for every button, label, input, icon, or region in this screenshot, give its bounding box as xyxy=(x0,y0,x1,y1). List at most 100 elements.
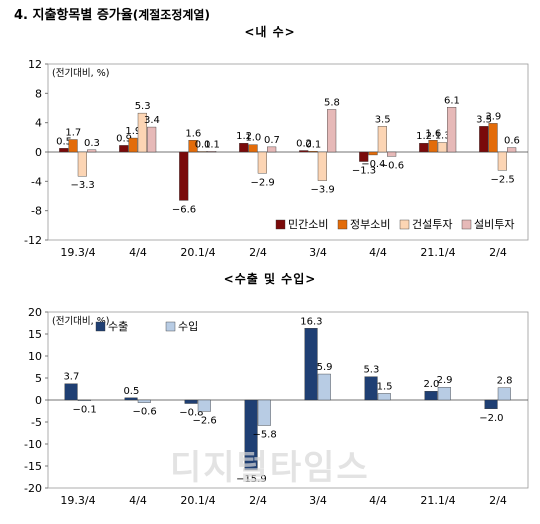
legend-label: 건설투자 xyxy=(412,218,452,231)
bar-건설투자 xyxy=(317,151,327,181)
y-tick-label: -5 xyxy=(31,416,42,429)
bar-설비투자 xyxy=(207,151,217,153)
bar-민간소비 xyxy=(59,148,69,153)
x-tick-label: 21.1/4 xyxy=(420,246,455,259)
y-axis-label: (전기대비, %) xyxy=(52,68,109,79)
bar-건설투자 xyxy=(377,126,387,153)
bar-설비투자 xyxy=(327,109,337,153)
data-label: −5.8 xyxy=(252,430,276,441)
data-label: −3.9 xyxy=(311,185,335,196)
data-label: 2.9 xyxy=(437,375,453,386)
legend-swatch xyxy=(95,321,106,332)
x-tick-label: 20.1/4 xyxy=(180,494,215,507)
watermark-logo: 디지털타임스 xyxy=(170,440,370,489)
y-tick-label: 10 xyxy=(28,350,42,363)
data-label: 0.1 xyxy=(204,139,220,150)
bar-건설투자 xyxy=(137,112,147,153)
data-label: 1.6 xyxy=(425,128,441,139)
domestic-demand-chart: 12 8 4 0 -4 -8 -12 (전기대비, %) 0.51.7 −3.3 0.3 19.3/4… xyxy=(24,58,529,259)
export-import-chart: 20 15 10 5 0 -5 -10 -15 -20 (전기대비, %) 3.7 −0.1 19.3/… xyxy=(24,306,529,507)
bar-수출 xyxy=(424,390,438,401)
data-label: 3.5 xyxy=(476,114,492,125)
bar-수출 xyxy=(184,399,198,404)
x-tick-label: 19.3/4 xyxy=(60,246,95,259)
x-tick-label: 4/4 xyxy=(369,494,387,507)
data-label: 3.5 xyxy=(375,114,391,125)
x-tick-label: 2/4 xyxy=(249,494,267,507)
data-label: 1.7 xyxy=(65,128,81,139)
bar-정부소비 xyxy=(308,151,318,153)
bar-정부소비 xyxy=(188,140,198,153)
bar-수입 xyxy=(377,393,391,401)
bar-건설투자 xyxy=(257,151,267,174)
y-tick-label: -12 xyxy=(24,234,42,247)
bar-수입 xyxy=(437,387,451,401)
bar-설비투자 xyxy=(447,107,457,153)
bar-정부소비 xyxy=(248,144,258,153)
bar-정부소비 xyxy=(68,139,78,153)
legend-label: 민간소비 xyxy=(288,218,328,231)
bar-민간소비 xyxy=(299,150,309,153)
y-tick-label: -10 xyxy=(24,438,42,451)
bar-수입 xyxy=(77,399,91,402)
data-label: 5.3 xyxy=(363,365,379,376)
bar-건설투자 xyxy=(497,151,507,171)
x-tick-label: 2/4 xyxy=(489,494,507,507)
data-label: 1.3 xyxy=(435,130,451,141)
data-label: 0.2 xyxy=(296,139,312,150)
data-label: 1.5 xyxy=(377,381,393,392)
bar-수출 xyxy=(304,328,318,401)
bar-설비투자 xyxy=(507,147,517,153)
bar-건설투자 xyxy=(197,151,207,153)
data-label: 0.3 xyxy=(84,138,100,149)
bar-설비투자 xyxy=(147,126,157,153)
x-tick-label: 4/4 xyxy=(129,494,147,507)
bar-수출 xyxy=(124,397,138,401)
bar-설비투자 xyxy=(87,149,97,153)
domestic-chart-title: <내 수> xyxy=(244,25,296,39)
bar-민간소비 xyxy=(179,151,189,201)
legend-swatch xyxy=(165,321,176,332)
bar-수출 xyxy=(244,399,258,471)
x-tick-label: 2/4 xyxy=(249,246,267,259)
x-tick-label: 4/4 xyxy=(129,246,147,259)
bar-민간소비 xyxy=(359,151,369,162)
y-tick-label: 12 xyxy=(28,58,42,71)
y-tick-label: 0 xyxy=(35,394,42,407)
bar-민간소비 xyxy=(239,142,249,153)
bar-수입 xyxy=(317,373,331,401)
heading-subtitle: (계절조정계열) xyxy=(132,8,210,22)
data-label: −1.3 xyxy=(352,166,376,177)
data-label: −0.8 xyxy=(179,408,203,419)
bar-건설투자 xyxy=(437,142,447,153)
data-label: 0.5 xyxy=(56,136,72,147)
data-label: 0.6 xyxy=(504,136,520,147)
data-label: 3.9 xyxy=(485,111,501,122)
bar-정부소비 xyxy=(128,137,138,153)
y-tick-label: -15 xyxy=(24,460,42,473)
data-label: 0.9 xyxy=(116,133,132,144)
bar-설비투자 xyxy=(387,151,397,157)
bar-건설투자 xyxy=(77,151,87,177)
y-tick-label: 0 xyxy=(35,146,42,159)
y-tick-label: -4 xyxy=(31,175,42,188)
data-label: −0.6 xyxy=(380,160,404,171)
legend-label: 수입 xyxy=(178,320,198,333)
data-label: −2.0 xyxy=(479,413,503,424)
legend-label: 설비투자 xyxy=(474,218,514,231)
y-tick-label: 5 xyxy=(35,372,42,385)
data-label: −15.9 xyxy=(236,474,267,485)
data-label: −6.6 xyxy=(172,204,196,215)
data-label: 5.3 xyxy=(135,101,151,112)
bar-수입 xyxy=(137,399,151,403)
data-label: 16.3 xyxy=(300,316,322,327)
data-label: 1.9 xyxy=(125,126,141,137)
data-label: 1.2 xyxy=(236,131,252,142)
data-label: −2.6 xyxy=(192,415,216,426)
data-label: 5.9 xyxy=(317,362,333,373)
legend-swatch xyxy=(275,219,286,230)
data-label: 3.4 xyxy=(144,115,160,126)
legend-label: 수출 xyxy=(108,320,128,333)
trade-chart-title: <수출 및 수입> xyxy=(223,272,317,286)
data-label: −2.5 xyxy=(491,174,515,185)
